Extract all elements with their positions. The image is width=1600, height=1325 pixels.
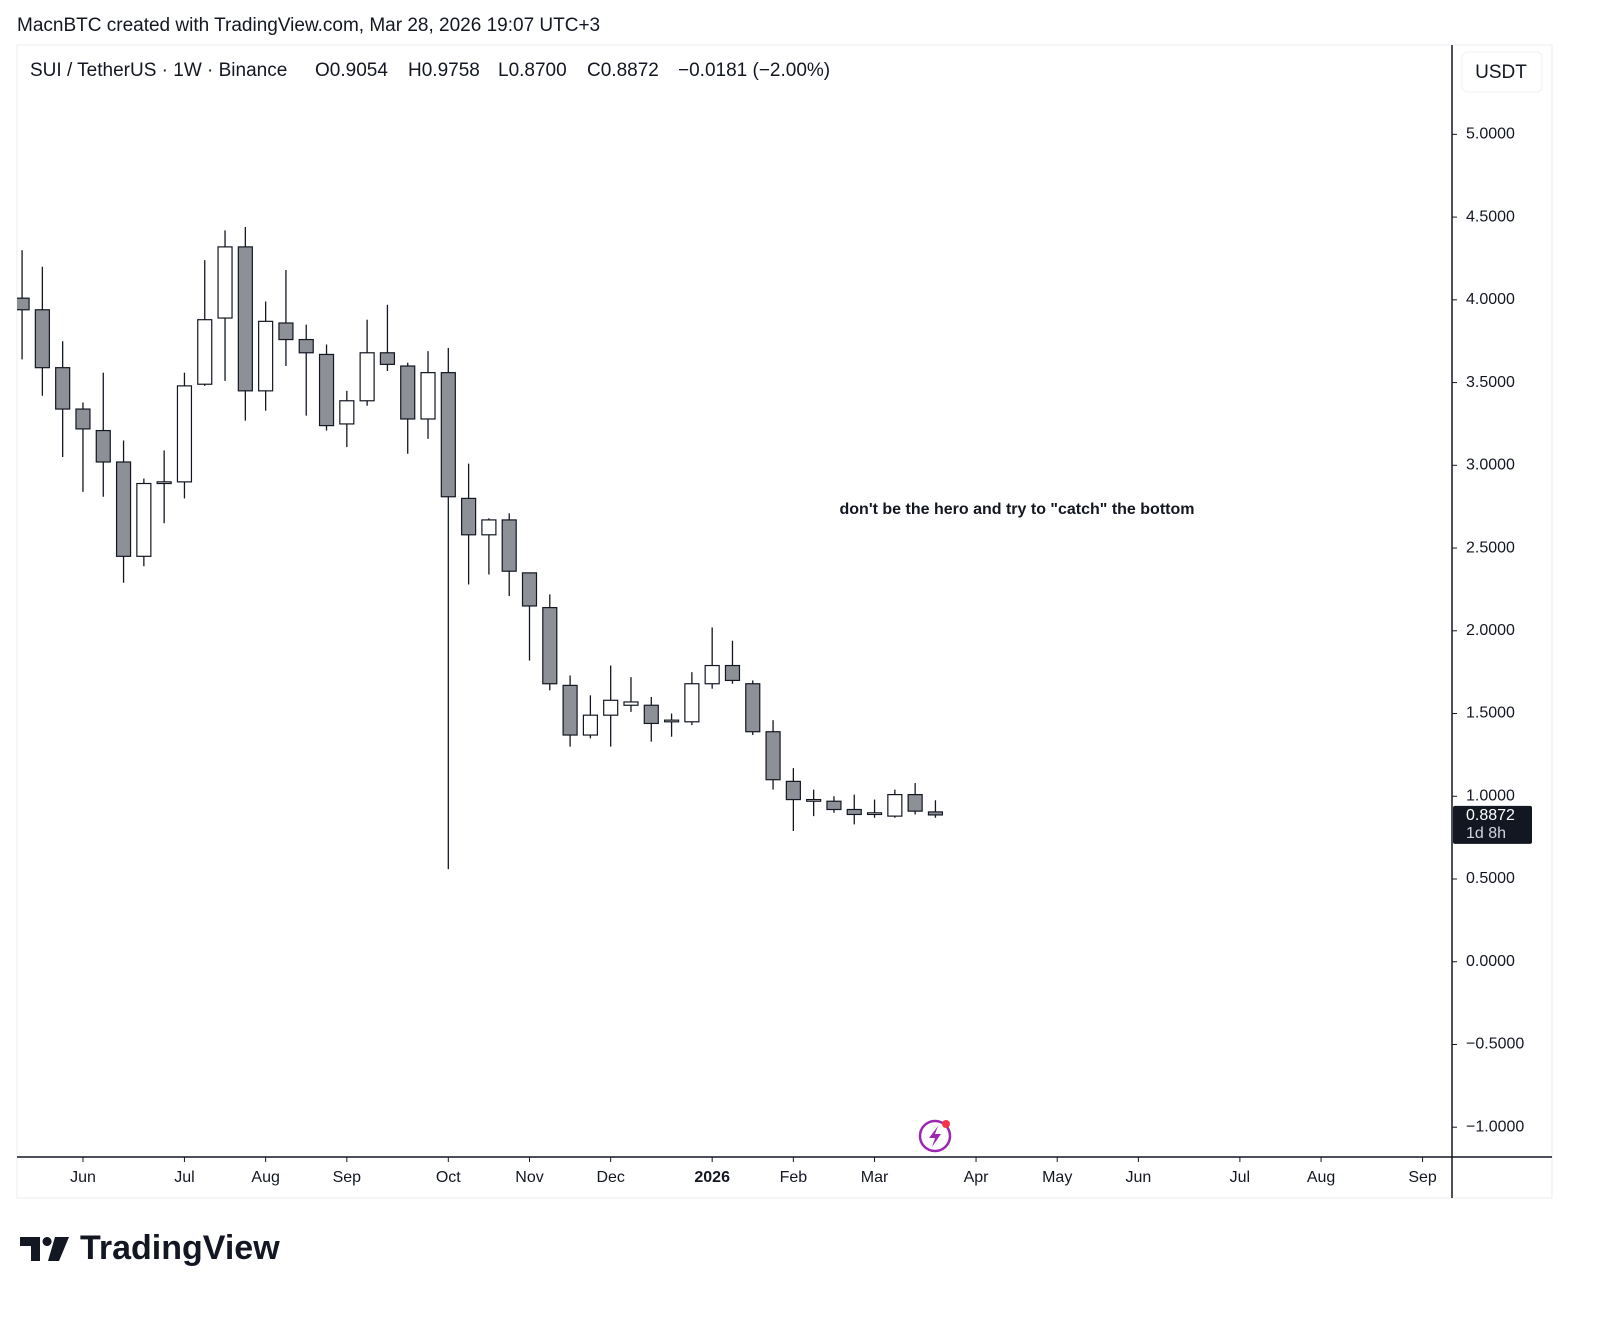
x-tick-label: Mar (861, 1169, 889, 1186)
y-tick-label: 2.0000 (1466, 622, 1515, 639)
y-tick-label: 0.5000 (1466, 870, 1515, 887)
candle-body (603, 699, 619, 716)
y-tick-label: 1.5000 (1466, 705, 1515, 722)
countdown: 1d 8h (1466, 825, 1506, 842)
candle-body (400, 365, 416, 420)
x-tick-label: Sep (1408, 1169, 1437, 1186)
y-tick-label: −1.0000 (1466, 1118, 1524, 1135)
y-tick-label: 4.0000 (1466, 291, 1515, 308)
candle-body (826, 800, 842, 811)
candle-body (927, 811, 944, 816)
currency-box (1461, 51, 1543, 93)
candle-body (623, 701, 639, 706)
y-tick-label: 0.0000 (1466, 953, 1515, 970)
candle-body (461, 497, 477, 536)
candle-body (115, 461, 132, 557)
x-tick-label: Jun (70, 1169, 96, 1186)
x-tick-label: May (1042, 1169, 1072, 1186)
logo: TradingView (20, 1229, 280, 1267)
candle-body (237, 246, 253, 392)
candle-body (866, 812, 883, 816)
high-label: H0.9758 (408, 60, 480, 81)
x-tick-label: Sep (333, 1169, 362, 1186)
candle-body (217, 246, 233, 319)
candle-body (887, 794, 903, 817)
change-label: −0.0181 (−2.00%) (678, 60, 830, 81)
y-tick-label: 1.0000 (1466, 787, 1515, 804)
candle-body (379, 352, 396, 365)
x-tick-label: Apr (964, 1169, 990, 1186)
symbol: SUI / TetherUS · 1W · Binance (30, 60, 287, 81)
currency: USDT (1475, 62, 1527, 83)
candle-body (684, 683, 700, 723)
x-tick-label: Aug (1307, 1169, 1335, 1186)
x-tick-label: Dec (596, 1169, 624, 1186)
header: SUI / TetherUS · 1W · Binance O0.9054 H0… (30, 60, 830, 81)
candle-body (298, 338, 314, 354)
candle-body (55, 367, 71, 410)
x-tick-label: Nov (515, 1169, 543, 1186)
candle-body (258, 320, 274, 392)
x-tick-label: Feb (780, 1169, 808, 1186)
candle-body (704, 664, 720, 685)
x-tick-label: Jun (1126, 1169, 1152, 1186)
candle-body (663, 719, 680, 723)
candle-body (765, 731, 781, 781)
candle-body (724, 664, 741, 682)
candle-body (176, 385, 193, 483)
annotation: don't be the hero and try to "catch" the… (840, 501, 1195, 518)
candle-body (75, 408, 91, 430)
candle-body (136, 482, 152, 557)
candle-body (34, 309, 50, 369)
open-label: O0.9054 (315, 60, 388, 81)
chart-frame (16, 44, 1553, 1199)
candle-body (582, 714, 598, 736)
candle-body (197, 319, 213, 385)
candle-body (17, 297, 30, 311)
x-tick-label: Jul (1230, 1169, 1250, 1186)
attribution: MacnBTC created with TradingView.com, Ma… (17, 15, 600, 36)
candle-body (278, 322, 294, 341)
y-tick-label: −0.5000 (1466, 1036, 1524, 1053)
candle-body (501, 519, 517, 572)
candle-body (562, 684, 578, 736)
candle-body (846, 808, 862, 816)
candle-body (521, 572, 538, 607)
candle-body (806, 798, 822, 802)
replay-icon[interactable] (918, 1119, 952, 1153)
candle-body (907, 794, 923, 812)
low-label: L0.8700 (498, 60, 567, 81)
candle-body (542, 607, 558, 685)
candle-body (359, 352, 375, 402)
x-tick-label: Jul (174, 1169, 194, 1186)
candle-body (339, 400, 355, 425)
price-badge (1453, 805, 1532, 844)
candle-body (440, 372, 456, 498)
y-tick-label: 2.5000 (1466, 539, 1515, 556)
candle-body (156, 481, 172, 485)
y-tick-label: 3.0000 (1466, 457, 1515, 474)
candle-body (318, 353, 335, 427)
y-tick-label: 5.0000 (1466, 126, 1515, 143)
y-tick-label: 3.5000 (1466, 374, 1515, 391)
candle-body (420, 372, 436, 420)
candles (17, 227, 944, 870)
x-tick-label: Oct (436, 1169, 461, 1186)
x-tick-label: Aug (251, 1169, 279, 1186)
x-tick-label: 2026 (694, 1169, 730, 1186)
logo-text: TradingView (80, 1229, 280, 1267)
candle-body (643, 704, 659, 725)
candle-body (745, 683, 761, 733)
close-label: C0.8872 (587, 60, 659, 81)
candle-body (785, 780, 801, 801)
candle-body (95, 429, 111, 463)
candle-body (481, 519, 497, 536)
price-label: 0.8872 (1466, 807, 1515, 824)
y-tick-label: 4.5000 (1466, 208, 1515, 225)
